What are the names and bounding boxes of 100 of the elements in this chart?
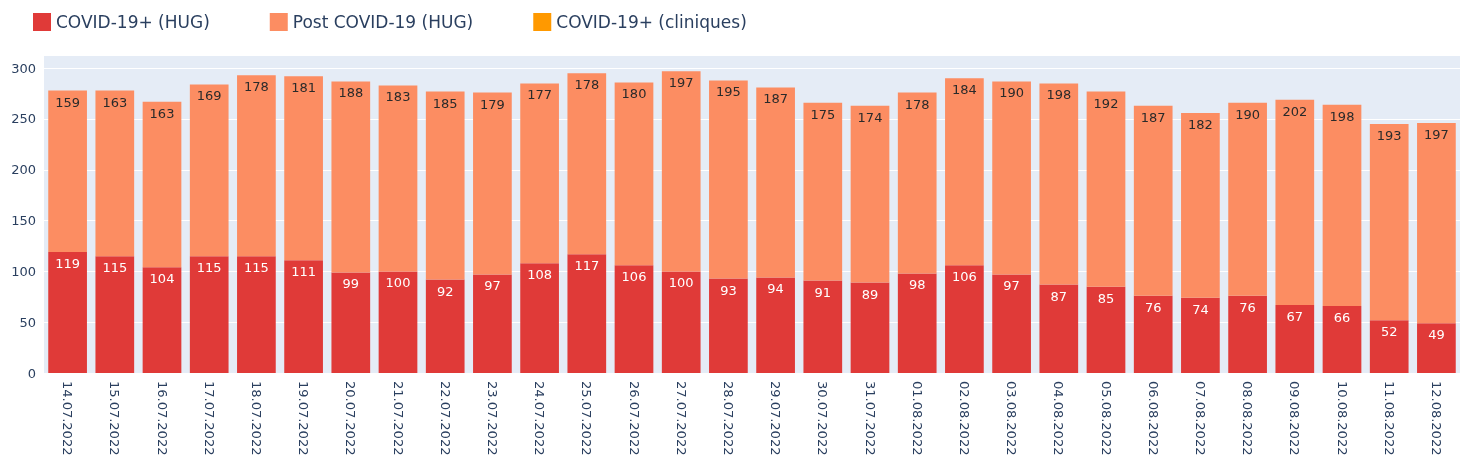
x-tick-label: 10.08.2022 (1334, 381, 1350, 456)
bar (378, 85, 418, 272)
y-tick-label: 200 (11, 162, 36, 178)
bar (992, 274, 1031, 373)
y-tick-label: 300 (11, 60, 36, 76)
x-tick-label: 16.07.2022 (154, 381, 170, 456)
data-label: 115 (102, 260, 128, 276)
x-tick-label: 03.08.2022 (1004, 381, 1020, 456)
x-tick-label: 06.08.2022 (1145, 381, 1161, 456)
bar (520, 83, 559, 264)
bar (95, 256, 135, 373)
bar (142, 101, 182, 268)
x-tick-label: 28.07.2022 (720, 381, 736, 456)
bar (1228, 102, 1267, 296)
bar (520, 263, 559, 373)
data-label: 66 (1333, 309, 1351, 325)
bar (803, 280, 843, 373)
bar (614, 265, 654, 373)
data-label: 67 (1286, 308, 1304, 324)
x-tick-label: 19.07.2022 (296, 381, 312, 456)
bar (945, 265, 984, 373)
data-label: 89 (861, 286, 879, 302)
bar (1181, 297, 1220, 373)
bar (1133, 105, 1173, 296)
bar (95, 90, 135, 257)
bar (1275, 99, 1315, 305)
bar (189, 84, 229, 257)
bar (284, 260, 323, 373)
data-label: 188 (338, 85, 364, 101)
data-label: 177 (527, 87, 553, 103)
x-tick-label: 17.07.2022 (201, 381, 217, 456)
data-label: 198 (1329, 108, 1355, 124)
bar (1275, 304, 1315, 373)
data-label: 115 (243, 260, 269, 276)
data-label: 180 (621, 86, 647, 102)
data-label: 190 (999, 85, 1025, 101)
x-tick-label: 25.07.2022 (579, 381, 595, 456)
data-label: 106 (951, 269, 977, 285)
x-tick-label: 20.07.2022 (343, 381, 359, 456)
bar (1228, 295, 1267, 373)
bar (1039, 284, 1079, 373)
data-label: 179 (479, 96, 505, 112)
bar (473, 92, 512, 275)
bar (756, 277, 795, 373)
bar (992, 81, 1031, 275)
data-label: 202 (1282, 103, 1308, 119)
data-label: 183 (385, 89, 411, 105)
bar (1417, 323, 1456, 373)
data-label: 178 (574, 77, 600, 93)
y-tick-label: 250 (11, 111, 36, 127)
x-tick-label: 27.07.2022 (673, 381, 689, 456)
x-tick-label: 02.08.2022 (956, 381, 972, 456)
bar (945, 78, 984, 266)
x-tick-label: 21.07.2022 (390, 381, 406, 456)
bar (803, 102, 843, 281)
bar (1322, 104, 1362, 306)
data-label: 100 (668, 275, 694, 291)
bar (709, 278, 748, 373)
bar (1369, 320, 1409, 373)
bar (48, 252, 87, 373)
data-label: 184 (951, 82, 977, 98)
x-tick-label: 07.08.2022 (1192, 381, 1208, 456)
data-label: 192 (1093, 95, 1119, 111)
bar (1133, 295, 1173, 373)
data-label: 197 (668, 75, 694, 91)
y-tick-label: 100 (11, 263, 36, 279)
bar (189, 256, 229, 373)
data-label: 187 (1140, 109, 1166, 125)
data-label: 198 (1046, 87, 1072, 103)
bar (709, 80, 748, 279)
data-label: 182 (1187, 116, 1213, 132)
bar (1086, 91, 1126, 287)
x-tick-label: 08.08.2022 (1240, 381, 1256, 456)
bar (661, 71, 701, 272)
bar (1369, 124, 1409, 321)
x-tick-label: 29.07.2022 (768, 381, 784, 456)
data-label: 106 (621, 269, 647, 285)
data-label: 111 (291, 264, 317, 280)
y-tick-label: 150 (11, 213, 36, 229)
data-label: 185 (432, 95, 458, 111)
x-tick-label: 14.07.2022 (60, 381, 76, 456)
bar (473, 274, 512, 373)
data-label: 93 (720, 282, 737, 298)
data-label: 76 (1144, 299, 1162, 315)
bar (425, 279, 465, 373)
data-label: 195 (715, 84, 741, 100)
y-tick-label: 0 (27, 365, 36, 381)
x-tick-label: 12.08.2022 (1428, 381, 1444, 456)
data-label: 169 (196, 88, 222, 104)
data-label: 108 (527, 267, 553, 283)
bar (1181, 112, 1220, 298)
bar (661, 271, 701, 373)
data-label: 87 (1050, 288, 1068, 304)
x-tick-label: 24.07.2022 (532, 381, 548, 456)
bar (425, 91, 465, 280)
bar (1039, 83, 1079, 285)
data-label: 115 (196, 260, 222, 276)
x-tick-label: 18.07.2022 (248, 381, 264, 456)
data-label: 181 (291, 80, 317, 96)
x-tick-label: 26.07.2022 (626, 381, 642, 456)
